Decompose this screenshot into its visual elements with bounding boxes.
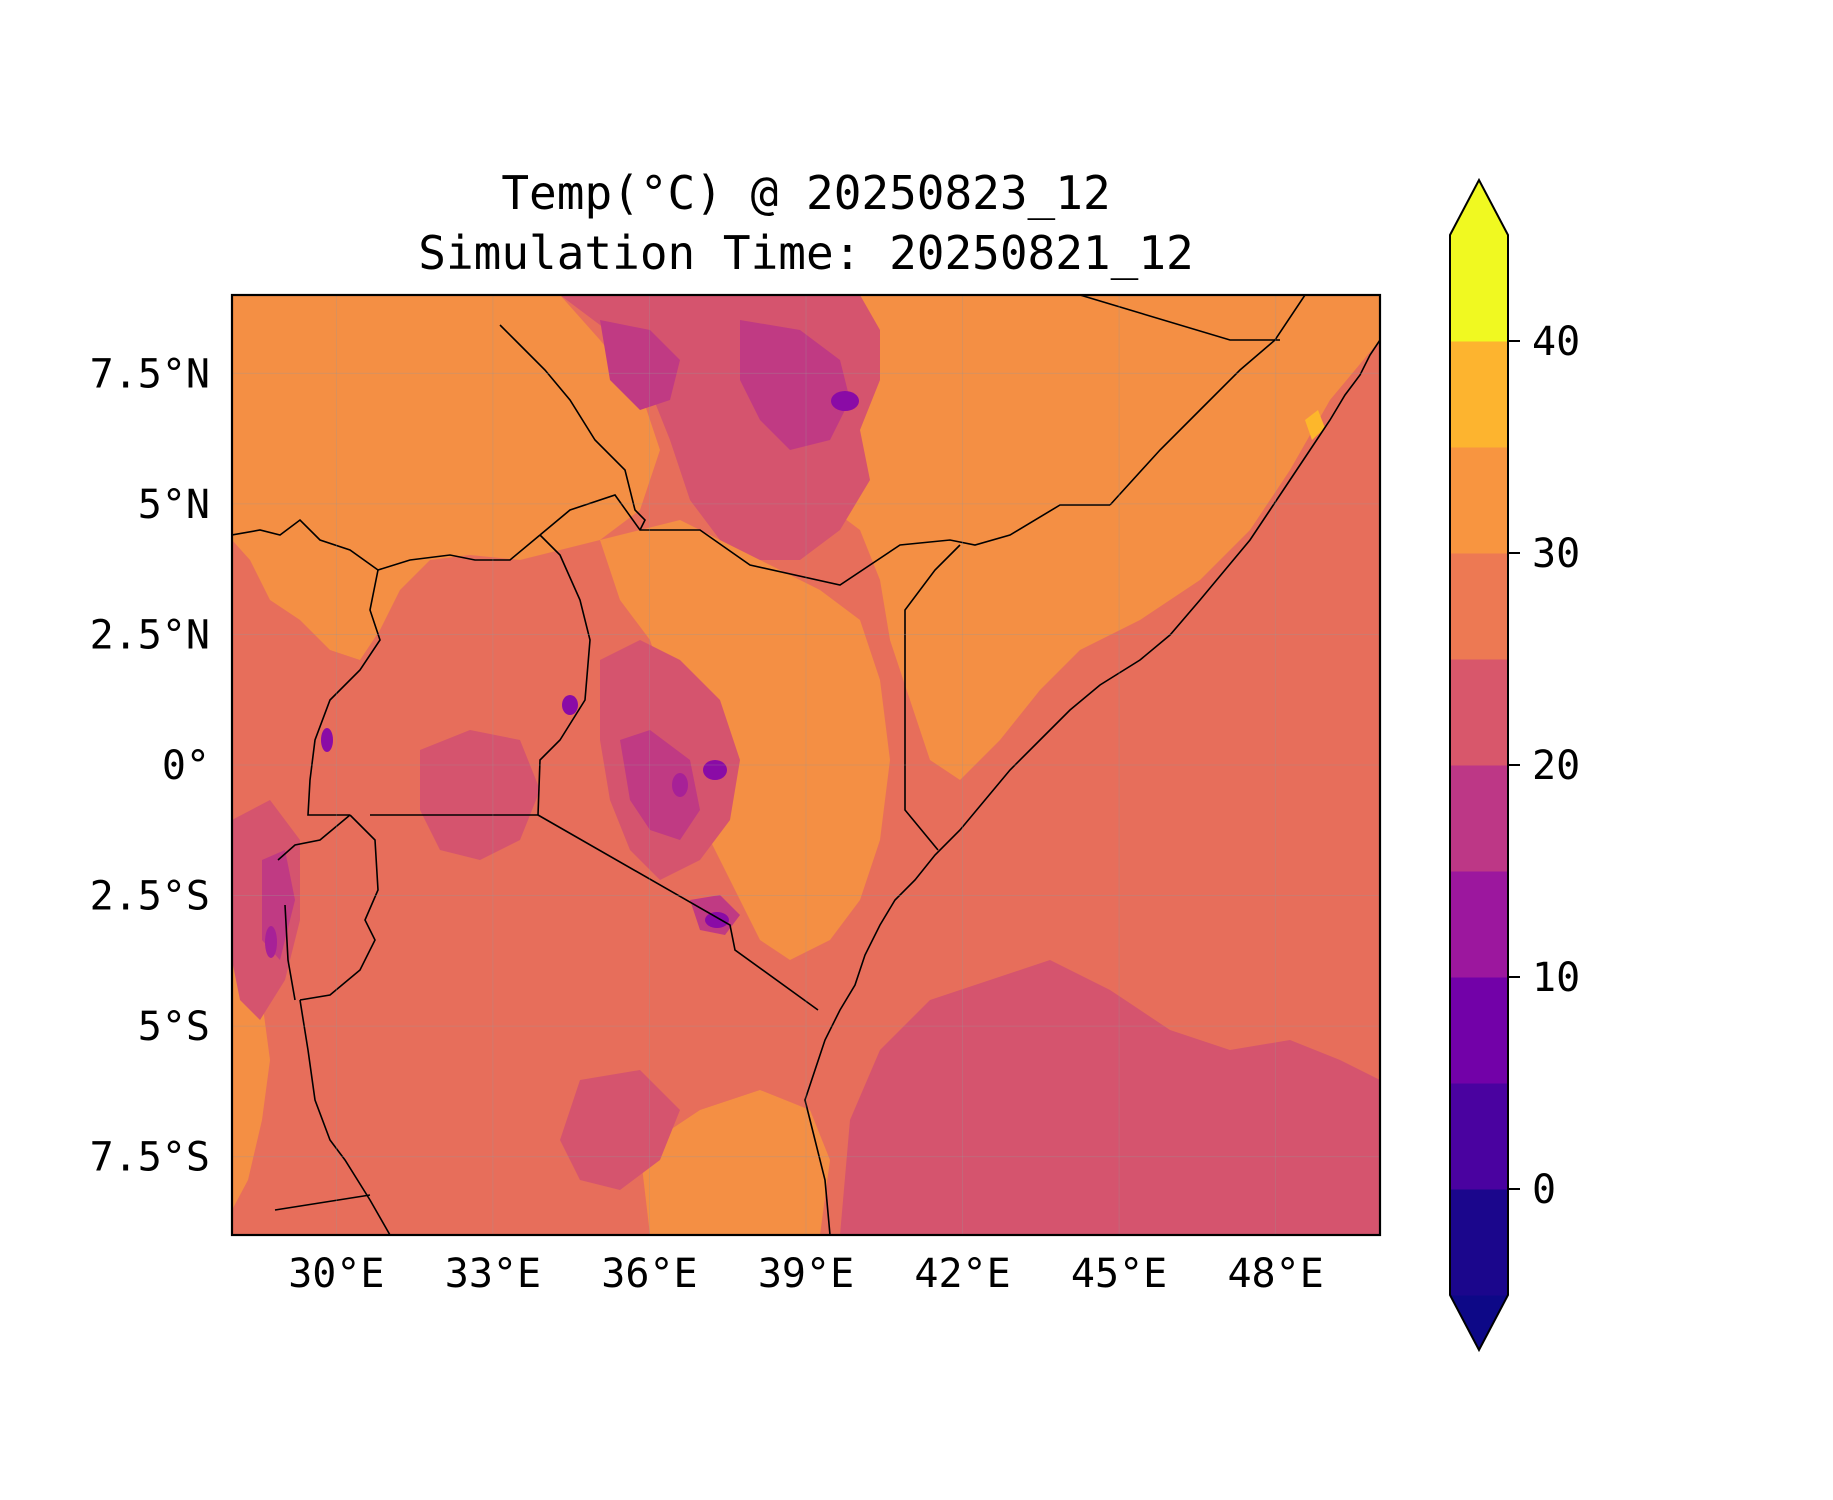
field-lt10-mt-kenya [703,760,727,780]
border-kenya-somalia [904,544,961,851]
border-drc-tanzania-lake [299,999,391,1235]
field-20-25-sea [840,960,1380,1235]
lon-tick-label-4: 42°E [914,1251,1010,1297]
longitude-axis: 30°E 33°E 36°E 39°E 42°E 45°E 48°E [288,1251,1324,1297]
field-lt10-ethiopia [831,391,859,411]
gridlines [232,295,1380,1235]
lon-tick-label-3: 39°E [758,1251,854,1297]
lat-tick-label-0: 7.5°N [90,351,210,397]
colorbar-tick-label-1: 10 [1532,955,1580,1001]
map-frame [230,293,1382,1237]
border-djibouti [1079,295,1280,341]
coastline-east-africa [804,339,1380,1235]
field-30-35-north [232,295,660,660]
lat-tick-label-2: 2.5°N [90,612,210,658]
chart-title-line-2: Simulation Time: 20250821_12 [418,226,1194,280]
lat-tick-label-6: 7.5°S [90,1135,210,1181]
colorbar-tick-label-4: 40 [1532,319,1580,365]
lat-tick-label-3: 0° [162,743,210,789]
field-lt10-kilimanjaro [705,912,729,928]
colorbar-bin-4 [1450,765,1508,872]
border-kenya-tanzania [537,814,819,1011]
field-20-25-tanzania-south [560,1070,680,1190]
colorbar-bin-7 [1450,447,1508,554]
colorbar: 0 10 20 30 40 [1449,177,1580,1353]
lon-tick-label-2: 36°E [601,1251,697,1297]
colorbar-tick-label-3: 30 [1532,531,1580,577]
colorbar-bin-8 [1450,341,1508,448]
colorbar-bin-5 [1450,659,1508,766]
border-west-rwanda [277,814,351,861]
colorbar-under-extend [1450,1295,1508,1350]
field-30-35-ne [800,295,1380,780]
field-15-20-kenya [620,730,700,840]
colorbar-tick-label-2: 20 [1532,743,1580,789]
field-20-25-lake-victoria-west [420,730,540,860]
field-lt10-nyiragongo [265,926,277,958]
field-lt10-elgon [562,695,578,715]
temperature-map [232,295,1380,1235]
border-lake-tanganyika [284,904,296,1001]
colorbar-bin-2 [1450,977,1508,1084]
lat-tick-label-1: 5°N [138,482,210,528]
field-30-35-central [600,520,890,960]
field-15-20-ethiopia-west [600,320,680,410]
lon-tick-label-5: 45°E [1071,1251,1167,1297]
border-south-sudan-uganda [377,534,541,571]
lon-tick-label-6: 48°E [1227,1251,1323,1297]
colorbar-bin-6 [1450,553,1508,660]
border-sudan-south-sudan [499,324,646,531]
colorbar-outline [1449,177,1509,1353]
border-uganda-drc [307,569,381,816]
field-lt10-aberdare [672,773,688,797]
border-uganda-kenya [537,534,591,816]
colorbar-bin-1 [1450,1083,1508,1190]
country-borders [232,295,1380,1235]
latitude-axis: 7.5°N 5°N 2.5°N 0° 2.5°S 5°S 7.5°S [90,351,210,1180]
border-south-sudan-drc [232,518,379,571]
chart-title-line-1: Temp(°C) @ 20250823_12 [501,166,1111,220]
colorbar-bin-9 [1450,235,1508,342]
field-lt10-rwenzori [321,728,333,752]
lon-tick-label-0: 30°E [288,1251,384,1297]
colorbar-tick-label-0: 0 [1532,1167,1556,1213]
field-15-20-ethiopia [740,320,850,450]
colorbar-bin-3 [1450,871,1508,978]
field-35-40-spot [1305,410,1325,440]
lat-tick-label-4: 2.5°S [90,874,210,920]
border-rwanda-burundi [299,814,379,1001]
colorbar-over-extend [1450,180,1508,235]
border-zambia [274,1194,371,1211]
lat-tick-label-5: 5°S [138,1004,210,1050]
field-30-35-south [640,1090,830,1235]
colorbar-bin-0 [1450,1189,1508,1296]
border-ethiopia-somalia [1109,295,1306,506]
border-ethiopia-south [539,494,1110,586]
lon-tick-label-1: 33°E [445,1251,541,1297]
